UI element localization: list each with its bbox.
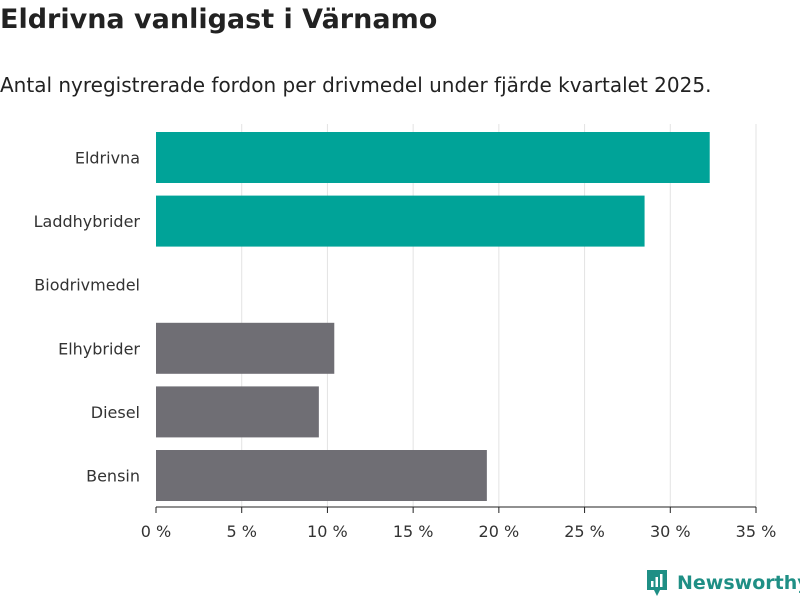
- category-label: Diesel: [91, 403, 140, 422]
- category-label: Eldrivna: [75, 149, 140, 168]
- x-tick-label: 15 %: [393, 522, 434, 541]
- x-tick-label: 35 %: [736, 522, 777, 541]
- category-label: Bensin: [86, 467, 140, 486]
- brand-name: Newsworthy: [677, 572, 800, 594]
- x-tick-label: 10 %: [307, 522, 348, 541]
- x-tick-label: 30 %: [650, 522, 691, 541]
- chart-subtitle: Antal nyregistrerade fordon per drivmede…: [0, 73, 712, 97]
- category-label: Elhybrider: [58, 339, 140, 358]
- x-tick-label: 25 %: [564, 522, 605, 541]
- bar-laddhybrider: [156, 195, 645, 247]
- bar-bensin: [156, 450, 487, 501]
- x-tick-label: 5 %: [226, 522, 256, 541]
- bar-diesel: [156, 386, 319, 438]
- category-label: Biodrivmedel: [34, 276, 140, 295]
- category-label: Laddhybrider: [34, 212, 141, 231]
- chart-title: Eldrivna vanligast i Värnamo: [0, 4, 438, 35]
- bar-elhybrider: [156, 322, 335, 374]
- brand-logo: Newsworthy: [645, 568, 800, 598]
- x-tick-label: 20 %: [479, 522, 520, 541]
- x-axis: 0 % 5 % 10 % 15 % 20 % 25 % 30 % 35 %: [141, 506, 777, 541]
- x-tick-label: 0 %: [141, 522, 171, 541]
- gridlines: [241, 124, 757, 507]
- category-labels: Eldrivna Laddhybrider Biodrivmedel Elhybrid…: [34, 149, 141, 486]
- bars: [156, 132, 710, 501]
- bar-eldrivna: [156, 132, 710, 183]
- newsworthy-logo-icon: [647, 570, 667, 596]
